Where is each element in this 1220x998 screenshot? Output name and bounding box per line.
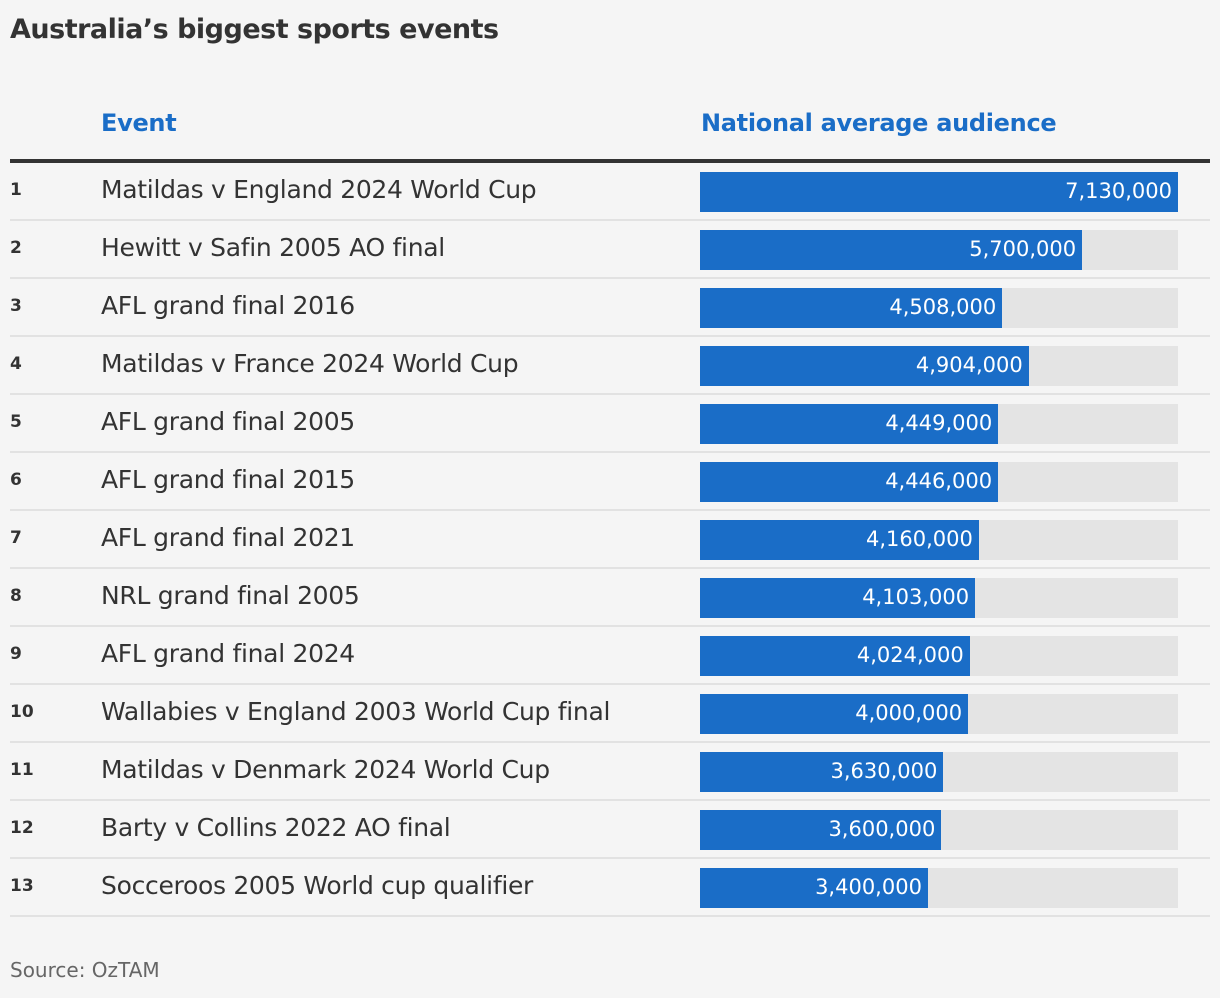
event-name: AFL grand final 2015	[101, 465, 355, 494]
rank: 1	[10, 180, 22, 200]
value-label: 3,630,000	[830, 759, 938, 783]
audience-bar: 4,446,000	[700, 462, 999, 502]
rank: 12	[10, 818, 34, 838]
table-row: 7 AFL grand final 2021 4,160,000	[10, 511, 1210, 569]
value-label: 4,508,000	[889, 295, 997, 319]
event-name: AFL grand final 2021	[101, 523, 355, 552]
bar-track: 3,630,000	[700, 752, 1178, 792]
audience-bar: 3,600,000	[700, 810, 942, 850]
rank: 3	[10, 296, 22, 316]
table-row: 13 Socceroos 2005 World cup qualifier 3,40…	[10, 859, 1210, 917]
audience-bar: 4,904,000	[700, 346, 1029, 386]
rank: 7	[10, 528, 22, 548]
audience-bar: 4,508,000	[700, 288, 1003, 328]
rank: 13	[10, 876, 34, 896]
table-row: 3 AFL grand final 2016 4,508,000	[10, 279, 1210, 337]
value-label: 4,446,000	[885, 469, 993, 493]
rank: 10	[10, 702, 34, 722]
bar-track: 4,103,000	[700, 578, 1178, 618]
event-name: Wallabies v England 2003 World Cup final	[101, 697, 611, 726]
audience-bar: 4,024,000	[700, 636, 970, 676]
value-label: 3,400,000	[815, 875, 922, 899]
rank: 5	[10, 412, 22, 432]
table-row: 12 Barty v Collins 2022 AO final 3,600,000	[10, 801, 1210, 859]
table-row: 10 Wallabies v England 2003 World Cup fin…	[10, 685, 1210, 743]
event-name: Matildas v France 2024 World Cup	[101, 349, 519, 378]
audience-bar: 3,400,000	[700, 868, 928, 908]
audience-bar: 4,449,000	[700, 404, 999, 444]
bar-track: 3,400,000	[700, 868, 1178, 908]
value-label: 7,130,000	[1065, 179, 1172, 203]
bar-track: 3,600,000	[700, 810, 1178, 850]
bar-track: 4,508,000	[700, 288, 1178, 328]
value-label: 5,700,000	[969, 237, 1077, 261]
value-label: 3,600,000	[828, 817, 936, 841]
chart-title: Australia’s biggest sports events	[10, 14, 499, 45]
bar-track: 4,024,000	[700, 636, 1178, 676]
bar-track: 5,700,000	[700, 230, 1178, 270]
value-label: 4,000,000	[855, 701, 963, 725]
bar-track: 4,449,000	[700, 404, 1178, 444]
table-row: 6 AFL grand final 2015 4,446,000	[10, 453, 1210, 511]
event-name: Matildas v Denmark 2024 World Cup	[101, 755, 550, 784]
audience-bar: 7,130,000	[700, 172, 1178, 212]
bar-track: 4,160,000	[700, 520, 1178, 560]
rank: 6	[10, 470, 22, 490]
event-name: NRL grand final 2005	[101, 581, 360, 610]
value-label: 4,103,000	[862, 585, 970, 609]
table-row: 2 Hewitt v Safin 2005 AO final 5,700,000	[10, 221, 1210, 279]
table-row: 8 NRL grand final 2005 4,103,000	[10, 569, 1210, 627]
rank: 8	[10, 586, 22, 606]
bar-track: 4,904,000	[700, 346, 1178, 386]
bar-track: 4,000,000	[700, 694, 1178, 734]
source-note: Source: OzTAM	[10, 958, 160, 982]
table-row: 5 AFL grand final 2005 4,449,000	[10, 395, 1210, 453]
event-name: AFL grand final 2024	[101, 639, 355, 668]
table-row: 9 AFL grand final 2024 4,024,000	[10, 627, 1210, 685]
audience-bar: 4,160,000	[700, 520, 979, 560]
bar-track: 4,446,000	[700, 462, 1178, 502]
event-name: Hewitt v Safin 2005 AO final	[101, 233, 445, 262]
header-audience: National average audience	[701, 109, 1057, 137]
event-name: Barty v Collins 2022 AO final	[101, 813, 451, 842]
event-name: AFL grand final 2005	[101, 407, 355, 436]
audience-bar: 5,700,000	[700, 230, 1083, 270]
value-label: 4,024,000	[856, 643, 964, 667]
audience-bar: 4,103,000	[700, 578, 976, 618]
table-row: 1 Matildas v England 2024 World Cup 7,130,…	[10, 163, 1210, 221]
event-name: Socceroos 2005 World cup qualifier	[101, 871, 534, 900]
value-label: 4,904,000	[915, 353, 1023, 377]
rank: 11	[10, 760, 34, 780]
audience-bar: 3,630,000	[700, 752, 944, 792]
event-name: AFL grand final 2016	[101, 291, 355, 320]
header-rule	[10, 159, 1210, 163]
rank: 2	[10, 238, 22, 258]
audience-bar: 4,000,000	[700, 694, 969, 734]
rank: 9	[10, 644, 22, 664]
rank: 4	[10, 354, 22, 374]
value-label: 4,449,000	[885, 411, 993, 435]
event-name: Matildas v England 2024 World Cup	[101, 175, 537, 204]
bar-track: 7,130,000	[700, 172, 1178, 212]
header-event: Event	[101, 109, 177, 137]
value-label: 4,160,000	[866, 527, 973, 551]
table-row: 11 Matildas v Denmark 2024 World Cup 3,630…	[10, 743, 1210, 801]
table-row: 4 Matildas v France 2024 World Cup 4,904,0…	[10, 337, 1210, 395]
